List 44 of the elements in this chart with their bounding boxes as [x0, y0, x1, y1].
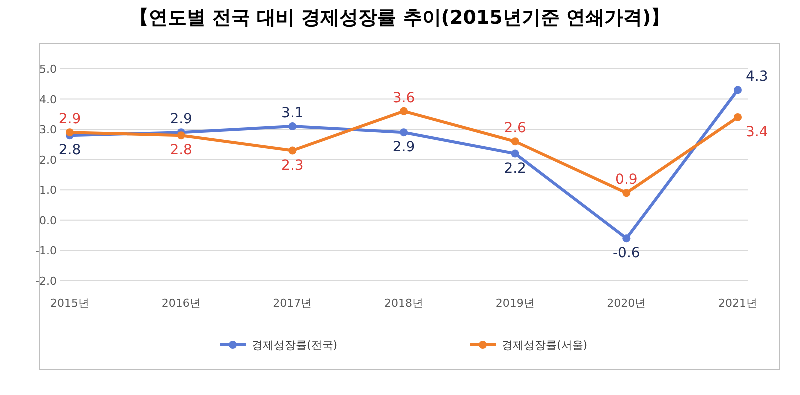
y-tick-label: 4.0	[40, 93, 57, 106]
x-tick-label: 2016년	[162, 297, 201, 310]
legend-label: 경제성장률(서울)	[502, 339, 588, 352]
point	[400, 107, 408, 116]
data-label: 2.2	[504, 160, 526, 177]
data-label: 4.3	[746, 69, 768, 86]
data-label: 0.9	[616, 172, 638, 188]
y-tick-label: 3.0	[40, 124, 57, 137]
point	[622, 234, 631, 243]
x-tick-label: 2017년	[273, 297, 312, 310]
point	[400, 128, 408, 137]
data-label: 2.6	[504, 120, 527, 137]
data-label: 2.9	[392, 140, 416, 156]
x-tick-label: 2019년	[496, 297, 535, 310]
point	[511, 150, 520, 158]
point	[288, 122, 297, 131]
y-tick-label: 2.0	[40, 154, 57, 167]
data-label: 2.9	[170, 112, 192, 128]
x-tick-label: 2021년	[718, 297, 758, 310]
point	[511, 138, 520, 146]
x-tick-label: 2018년	[384, 297, 424, 310]
point	[66, 128, 74, 137]
data-label: 2.9	[58, 112, 82, 128]
data-label: 2.3	[282, 158, 304, 174]
y-tick-label: 0.0	[40, 214, 57, 228]
y-tick-label: -2.0	[36, 275, 57, 288]
data-label: 2.8	[58, 142, 82, 159]
point	[177, 132, 186, 140]
chart-title: 【연도별 전국 대비 경제성장률 추이(2015년기준 연쇄가격)】	[130, 7, 670, 29]
y-tick-label: 5.0	[40, 63, 57, 76]
point	[734, 86, 742, 94]
data-label: 3.6	[392, 90, 416, 106]
data-label: 3.4	[746, 124, 768, 140]
data-label: -0.6	[613, 246, 640, 262]
point	[622, 189, 631, 198]
x-tick-label: 2020년	[607, 297, 646, 310]
data-label: 2.8	[170, 142, 192, 159]
legend-label: 경제성장률(전국)	[252, 339, 338, 352]
y-tick-label: 1.0	[40, 184, 57, 198]
data-label: 3.1	[282, 106, 304, 122]
x-tick-label: 2015년	[50, 297, 90, 310]
y-tick-label: -1.0	[36, 244, 57, 258]
point	[288, 146, 297, 155]
point	[734, 113, 742, 122]
